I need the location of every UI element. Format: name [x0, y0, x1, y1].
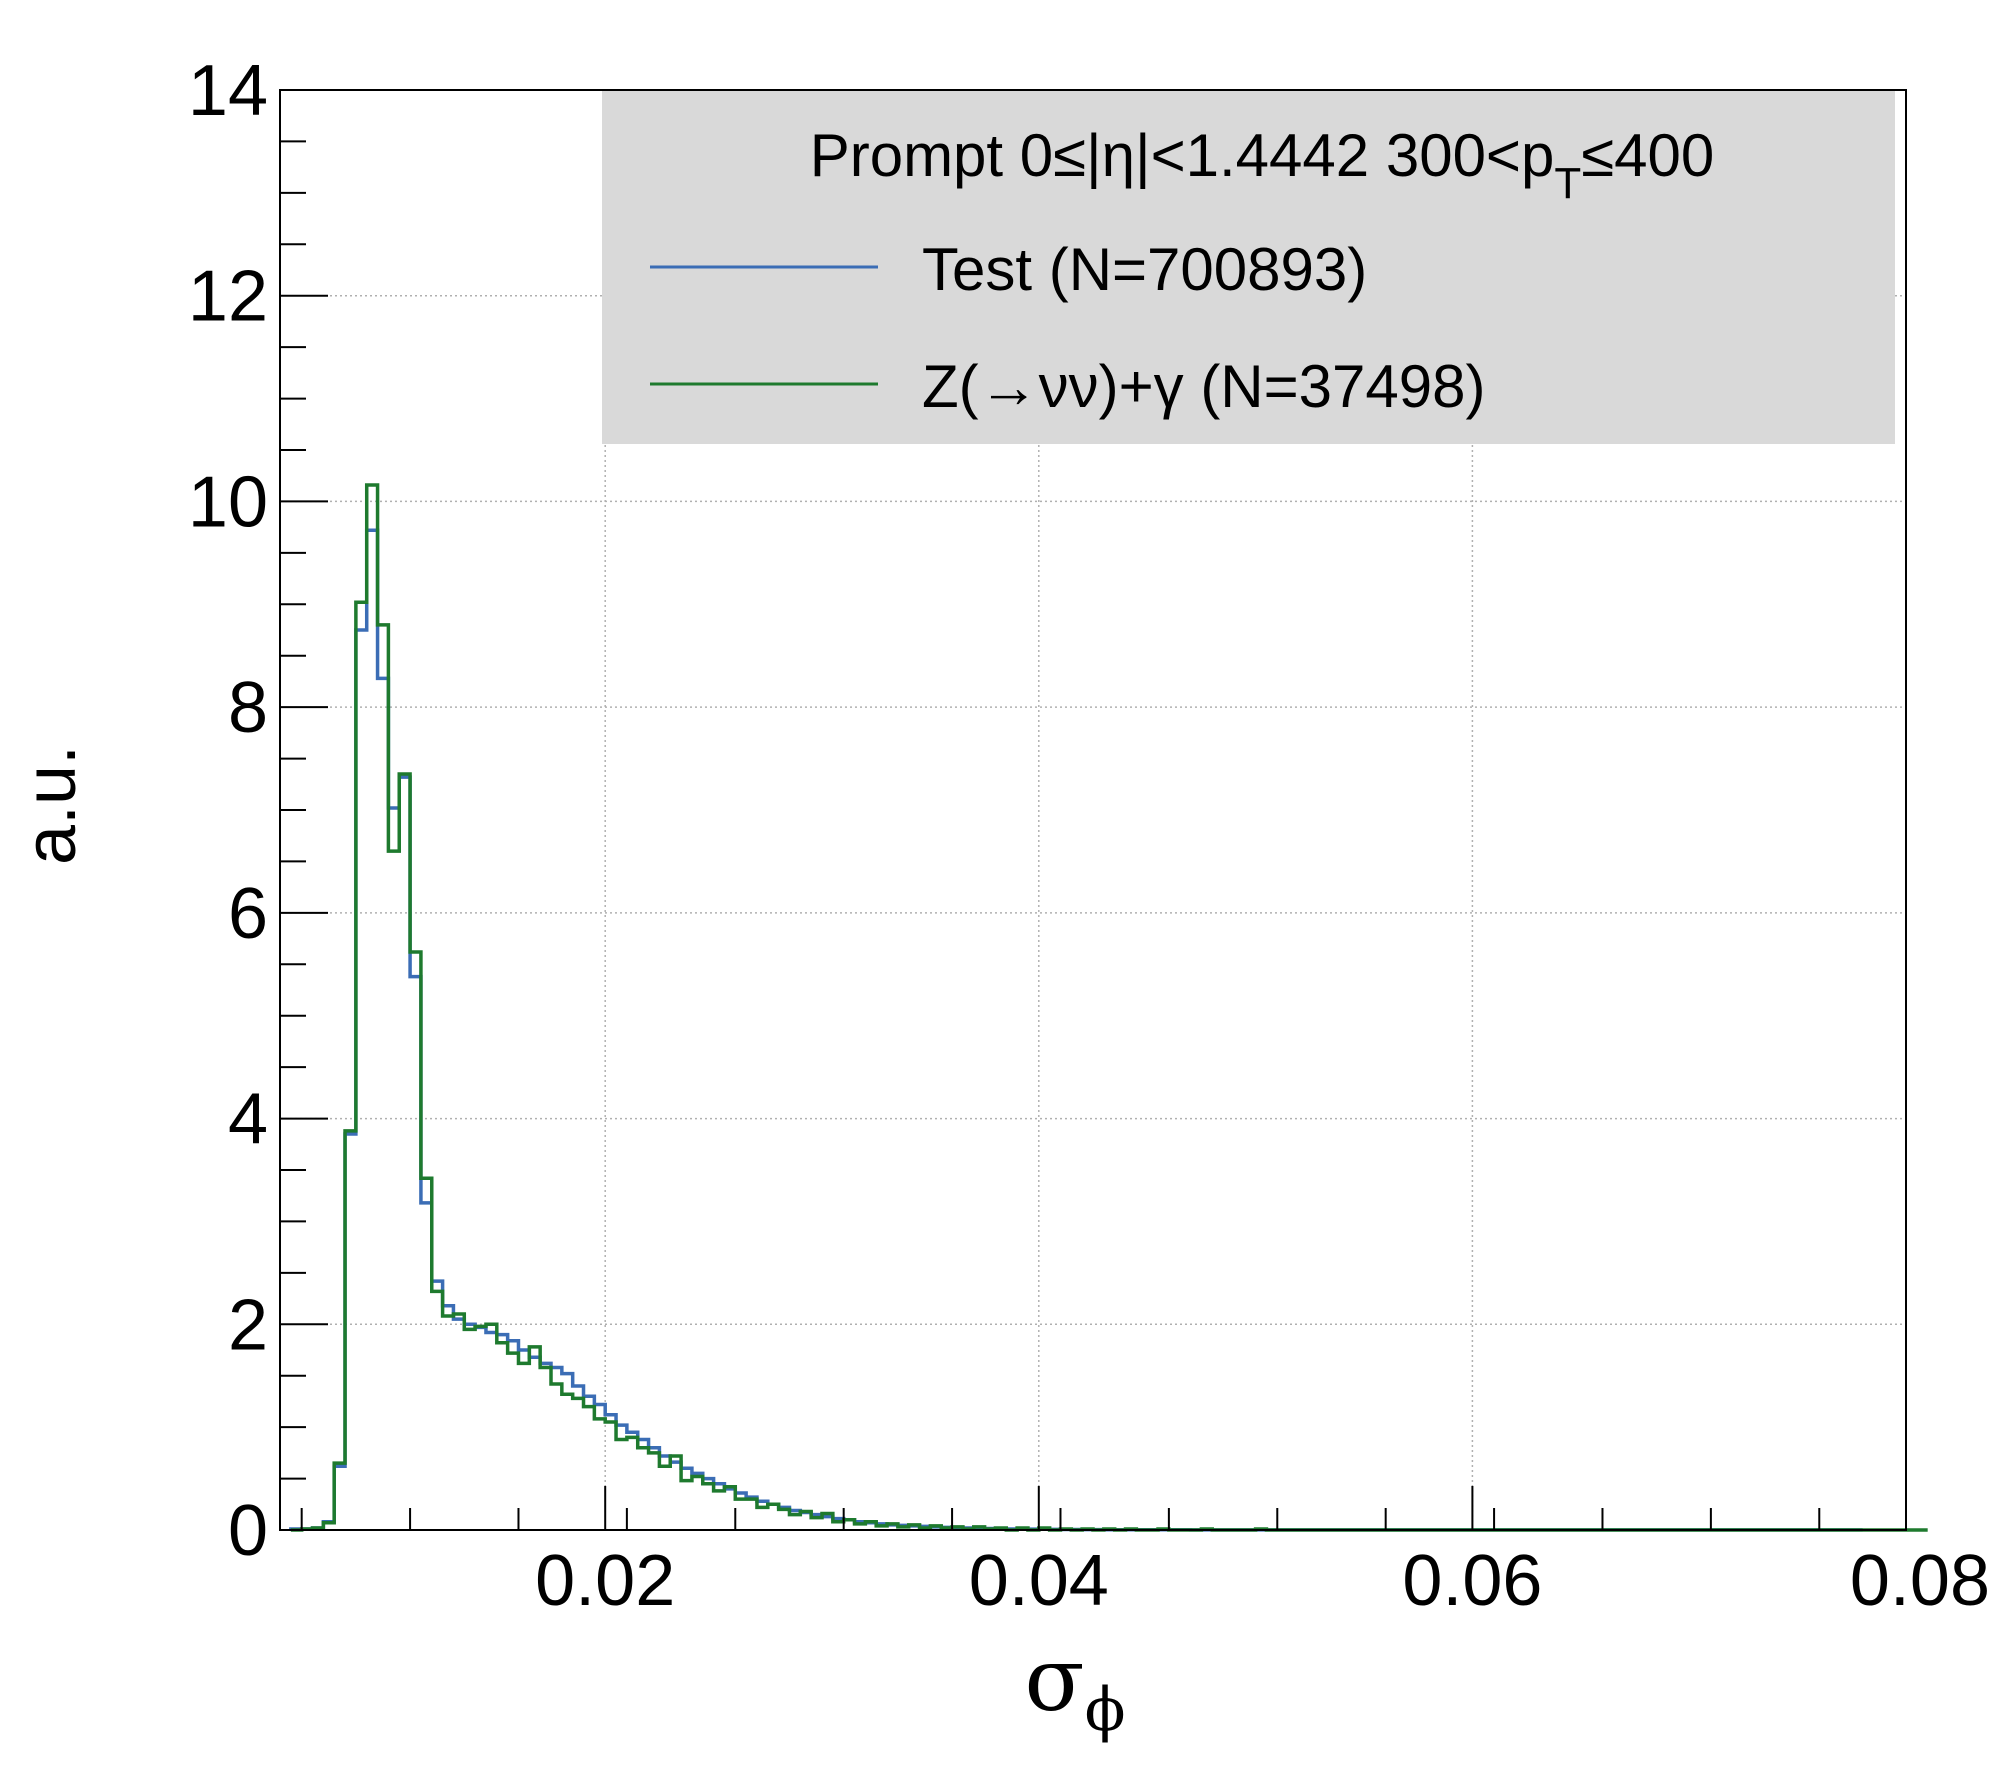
- legend: Prompt 0≤|η|<1.4442 300<pT≤400 Test (N=7…: [602, 90, 1895, 444]
- legend-label-zgamma: Z(→νν)+γ (N=37498): [922, 353, 1486, 420]
- x-tick-label: 0.06: [1402, 1541, 1542, 1621]
- x-tick-label: 0.04: [969, 1541, 1109, 1621]
- x-axis-label-main: σ: [1025, 1628, 1085, 1731]
- legend-header-suffix: ≤400: [1581, 122, 1714, 189]
- y-tick-label: 6: [228, 874, 268, 954]
- tick-labels: 0 2 4 6 8 10 12 14 0.02 0.04 0.06 0.08: [188, 51, 1990, 1621]
- y-tick-label: 14: [188, 51, 268, 131]
- legend-header-subscript: T: [1554, 159, 1581, 208]
- x-axis-label: σϕ: [1025, 1628, 1126, 1745]
- legend-label-test: Test (N=700893): [922, 236, 1367, 303]
- legend-header: Prompt 0≤|η|<1.4442 300<pT≤400: [810, 122, 1715, 208]
- y-tick-label: 4: [228, 1080, 268, 1160]
- x-tick-label: 0.08: [1850, 1541, 1990, 1621]
- y-tick-label: 10: [188, 462, 268, 542]
- y-tick-label: 2: [228, 1285, 268, 1365]
- y-tick-label: 0: [228, 1491, 268, 1571]
- axes: [279, 89, 1907, 1531]
- x-tick-label: 0.02: [535, 1541, 675, 1621]
- y-axis-label: a.u.: [11, 745, 91, 865]
- x-axis-label-subscript: ϕ: [1085, 1675, 1126, 1745]
- y-tick-label: 12: [188, 257, 268, 337]
- y-tick-label: 8: [228, 668, 268, 748]
- legend-header-prefix: Prompt 0≤|η|<1.4442 300<p: [810, 122, 1555, 189]
